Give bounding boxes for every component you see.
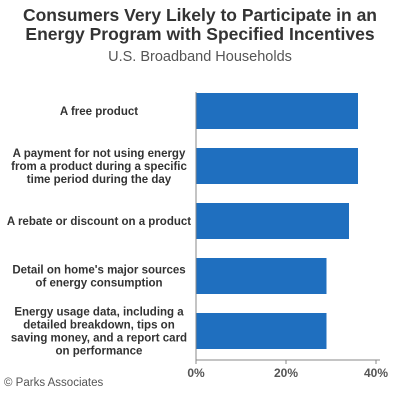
- chart-title-line-2: Energy Program with Specified Incentives: [25, 24, 375, 44]
- bar-4: [196, 258, 327, 294]
- chart-title-line-1: Consumers Very Likely to Participate in …: [22, 5, 378, 25]
- category-label-4: Detail on home's major sources of energy …: [12, 265, 185, 290]
- category-label-5: Energy usage data, including a detailed b…: [11, 307, 187, 358]
- bar-5: [196, 313, 327, 349]
- bar-1: [196, 93, 358, 129]
- category-label-1: A free product: [60, 106, 138, 118]
- chart-title: Consumers Very Likely to Participate in …: [0, 6, 400, 44]
- x-tick-label-1: 0%: [187, 366, 205, 380]
- x-tick-label-2: 20%: [274, 366, 298, 380]
- bar-3: [196, 203, 349, 239]
- bar-2: [196, 148, 358, 184]
- copyright-credit: © Parks Associates: [4, 377, 104, 389]
- chart-subtitle: U.S. Broadband Households: [108, 49, 292, 65]
- category-label-3: A rebate or discount on a product: [7, 216, 191, 228]
- category-label-2: A payment for not using energy from a pro…: [11, 148, 187, 186]
- x-tick-label-3: 40%: [364, 366, 388, 380]
